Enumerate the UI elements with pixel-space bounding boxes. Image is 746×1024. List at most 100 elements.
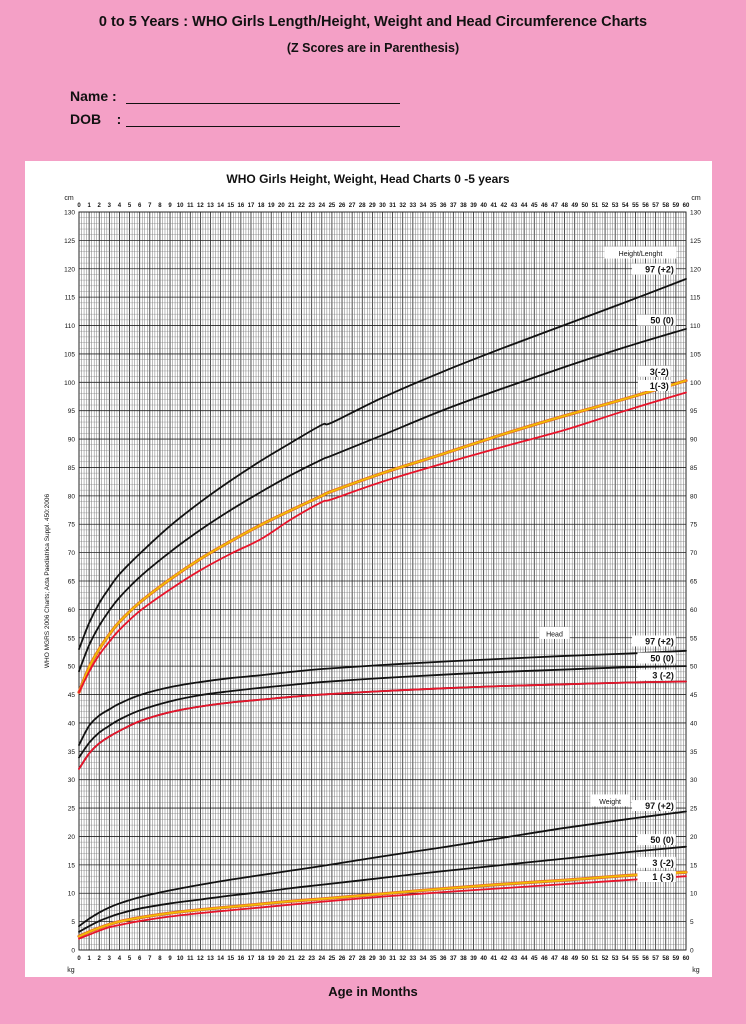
group-label-box (539, 626, 570, 639)
series-label-box (637, 379, 671, 391)
x-tick-label-bottom: 36 (440, 956, 447, 962)
dob-label: DOB : (70, 111, 122, 127)
series-label-box (637, 834, 676, 846)
x-tick-label-top: 43 (511, 203, 518, 209)
x-tick-label-bottom: 15 (227, 956, 234, 962)
series-label: 97 (+2) (645, 265, 674, 275)
x-tick-label-top: 26 (339, 203, 346, 209)
name-line[interactable] (126, 103, 400, 104)
chart-title: WHO Girls Height, Weight, Head Charts 0 … (226, 172, 510, 186)
y-tick-label-right: 25 (690, 806, 698, 813)
series-label-box (637, 871, 676, 883)
x-tick-label-top: 50 (581, 203, 588, 209)
y-tick-label-right: 120 (690, 266, 701, 273)
x-tick-label-top: 11 (187, 203, 194, 209)
y-tick-label-right: 70 (690, 550, 698, 557)
dob-field[interactable]: DOB : (70, 111, 400, 127)
unit-label-kg-left: kg (67, 967, 75, 974)
x-tick-label-top: 9 (168, 203, 172, 209)
x-tick-label-top: 14 (217, 203, 224, 209)
x-tick-label-top: 30 (379, 203, 386, 209)
x-tick-label-bottom: 40 (480, 956, 487, 962)
x-tick-label-bottom: 44 (521, 956, 528, 962)
x-axis-title: Age in Months (328, 984, 418, 999)
y-tick-label-left: 20 (68, 834, 76, 841)
x-tick-label-top: 45 (531, 203, 538, 209)
y-tick-label-right: 10 (690, 891, 698, 898)
x-tick-label-bottom: 59 (673, 956, 680, 962)
series-label: 50 (0) (650, 316, 674, 326)
x-tick-label-top: 46 (541, 203, 548, 209)
series-label-box (632, 635, 676, 647)
y-tick-label-right: 5 (690, 919, 694, 926)
x-tick-label-top: 5 (128, 203, 132, 209)
y-tick-label-left: 100 (64, 380, 75, 387)
x-tick-label-bottom: 1 (87, 956, 91, 962)
x-tick-label-bottom: 8 (158, 956, 162, 962)
x-tick-label-bottom: 39 (470, 956, 477, 962)
series-line (78, 845, 687, 933)
unit-label-cm-right: cm (691, 195, 701, 202)
x-tick-label-top: 29 (369, 203, 376, 209)
x-tick-label-bottom: 57 (652, 956, 659, 962)
x-tick-label-top: 58 (662, 203, 669, 209)
series-label: 97 (+2) (645, 801, 674, 811)
y-tick-label-right: 65 (690, 579, 698, 586)
x-tick-label-top: 55 (632, 203, 639, 209)
y-tick-label-right: 35 (690, 749, 698, 756)
y-tick-label-right: 45 (690, 692, 698, 699)
x-tick-label-top: 52 (602, 203, 609, 209)
x-tick-label-bottom: 23 (308, 956, 315, 962)
x-tick-label-top: 41 (490, 203, 497, 209)
series-label: 97 (+2) (645, 636, 674, 646)
series-line (78, 391, 687, 694)
series-line (78, 649, 687, 746)
x-tick-label-top: 44 (521, 203, 528, 209)
x-tick-label-top: 34 (420, 203, 427, 209)
series-label: 50 (0) (650, 653, 674, 663)
y-tick-label-right: 50 (690, 664, 698, 671)
y-tick-label-right: 125 (690, 238, 701, 245)
x-tick-label-top: 25 (329, 203, 336, 209)
y-tick-label-left: 95 (68, 408, 76, 415)
x-tick-label-bottom: 47 (551, 956, 558, 962)
x-tick-label-top: 56 (642, 203, 649, 209)
x-tick-label-bottom: 35 (430, 956, 437, 962)
series-label: 1 (-3) (652, 872, 674, 882)
x-tick-label-bottom: 49 (571, 956, 578, 962)
x-tick-label-bottom: 11 (187, 956, 194, 962)
source-note: WHO MGRS 2006 Charts; Acta Paediatrica S… (44, 494, 51, 669)
y-tick-label-right: 105 (690, 351, 701, 358)
dob-line[interactable] (126, 126, 400, 127)
x-tick-label-top: 13 (207, 203, 214, 209)
x-tick-label-top: 38 (460, 203, 467, 209)
x-tick-label-top: 53 (612, 203, 619, 209)
y-tick-label-left: 0 (71, 948, 75, 955)
y-tick-label-right: 115 (690, 295, 701, 302)
y-tick-label-right: 60 (690, 607, 698, 614)
x-tick-label-bottom: 37 (450, 956, 457, 962)
chart-panel: WHO Girls Height, Weight, Head Charts 0 … (25, 161, 712, 977)
x-tick-label-top: 32 (399, 203, 406, 209)
x-tick-label-bottom: 51 (592, 956, 599, 962)
y-tick-label-left: 115 (65, 295, 76, 302)
x-tick-label-top: 18 (258, 203, 265, 209)
y-tick-label-left: 105 (64, 351, 75, 358)
y-tick-label-right: 30 (690, 777, 698, 784)
series-line (78, 871, 687, 938)
series-label-box (637, 365, 671, 377)
x-tick-label-bottom: 13 (207, 956, 214, 962)
x-tick-label-top: 7 (148, 203, 152, 209)
x-tick-label-top: 27 (349, 203, 356, 209)
y-tick-label-left: 70 (68, 550, 76, 557)
x-tick-label-top: 47 (551, 203, 558, 209)
x-tick-label-bottom: 38 (460, 956, 467, 962)
x-tick-label-top: 21 (288, 203, 295, 209)
name-field[interactable]: Name : (70, 88, 400, 104)
x-tick-label-bottom: 12 (197, 956, 204, 962)
x-tick-label-bottom: 46 (541, 956, 548, 962)
series-line (78, 665, 687, 759)
x-tick-label-top: 51 (592, 203, 599, 209)
series-label-box (637, 314, 676, 326)
y-tick-label-left: 110 (65, 323, 76, 330)
